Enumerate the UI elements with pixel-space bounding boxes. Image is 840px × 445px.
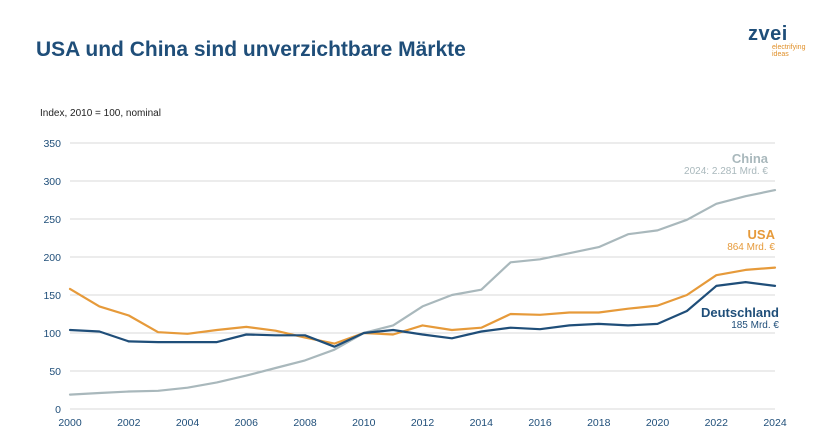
logo-tagline-2: ideas [772, 51, 789, 58]
y-tick-label-150: 150 [43, 290, 61, 302]
usa-series-value: 864 Mrd. € [727, 242, 775, 253]
china-series-name: China [731, 151, 768, 166]
deutschland-series-label: Deutschland 185 Mrd. € [630, 305, 779, 332]
y-axis-unit-label: Index, 2010 = 100, nominal [40, 108, 161, 119]
y-tick-label-0: 0 [55, 404, 61, 416]
x-tick-labels: 2000 2002 2004 2006 2008 2010 2012 2014 2016 2018… [58, 417, 787, 429]
x-tick-label-2012: 2012 [411, 417, 435, 429]
deutschland-line [68, 281, 777, 348]
x-tick-label-2024: 2024 [763, 417, 787, 429]
y-tick-label-250: 250 [43, 214, 61, 226]
x-tick-label-2016: 2016 [528, 417, 552, 429]
x-tick-label-2006: 2006 [235, 417, 259, 429]
deutschland-series-name: Deutschland [700, 305, 779, 320]
china-series-label: China 2024: 2.281 Mrd. € [630, 151, 768, 178]
usa-line [68, 266, 777, 345]
deutschland-series-value: 185 Mrd. € [731, 320, 779, 331]
x-tick-label-2022: 2022 [705, 417, 729, 429]
y-tick-label-50: 50 [49, 366, 61, 378]
page-title: USA und China sind unverzichtbare Märkte [36, 38, 466, 61]
logo-wordmark: zvei [748, 23, 788, 45]
x-tick-label-2018: 2018 [587, 417, 611, 429]
y-tick-label-300: 300 [43, 176, 61, 188]
y-tick-label-200: 200 [43, 252, 61, 264]
x-tick-label-2014: 2014 [470, 417, 494, 429]
x-tick-label-2002: 2002 [117, 417, 141, 429]
x-tick-label-2008: 2008 [293, 417, 317, 429]
logo-tagline-1: electrifying [772, 44, 806, 51]
china-series-value: 2024: 2.281 Mrd. € [684, 166, 768, 177]
china-line [68, 189, 777, 396]
usa-series-label: USA 864 Mrd. € [630, 227, 775, 254]
x-tick-label-2020: 2020 [646, 417, 670, 429]
usa-series-name: USA [747, 227, 775, 242]
series-lines [68, 189, 777, 396]
y-tick-label-350: 350 [43, 138, 61, 150]
y-tick-label-100: 100 [43, 328, 61, 340]
zvei-logo: zvei electrifying ideas [748, 24, 805, 58]
gridlines [70, 142, 775, 410]
x-tick-label-2004: 2004 [176, 417, 200, 429]
y-tick-labels: 0 50 100 150 200 250 300 350 [43, 138, 61, 416]
x-tick-label-2000: 2000 [58, 417, 82, 429]
x-tick-label-2010: 2010 [352, 417, 376, 429]
